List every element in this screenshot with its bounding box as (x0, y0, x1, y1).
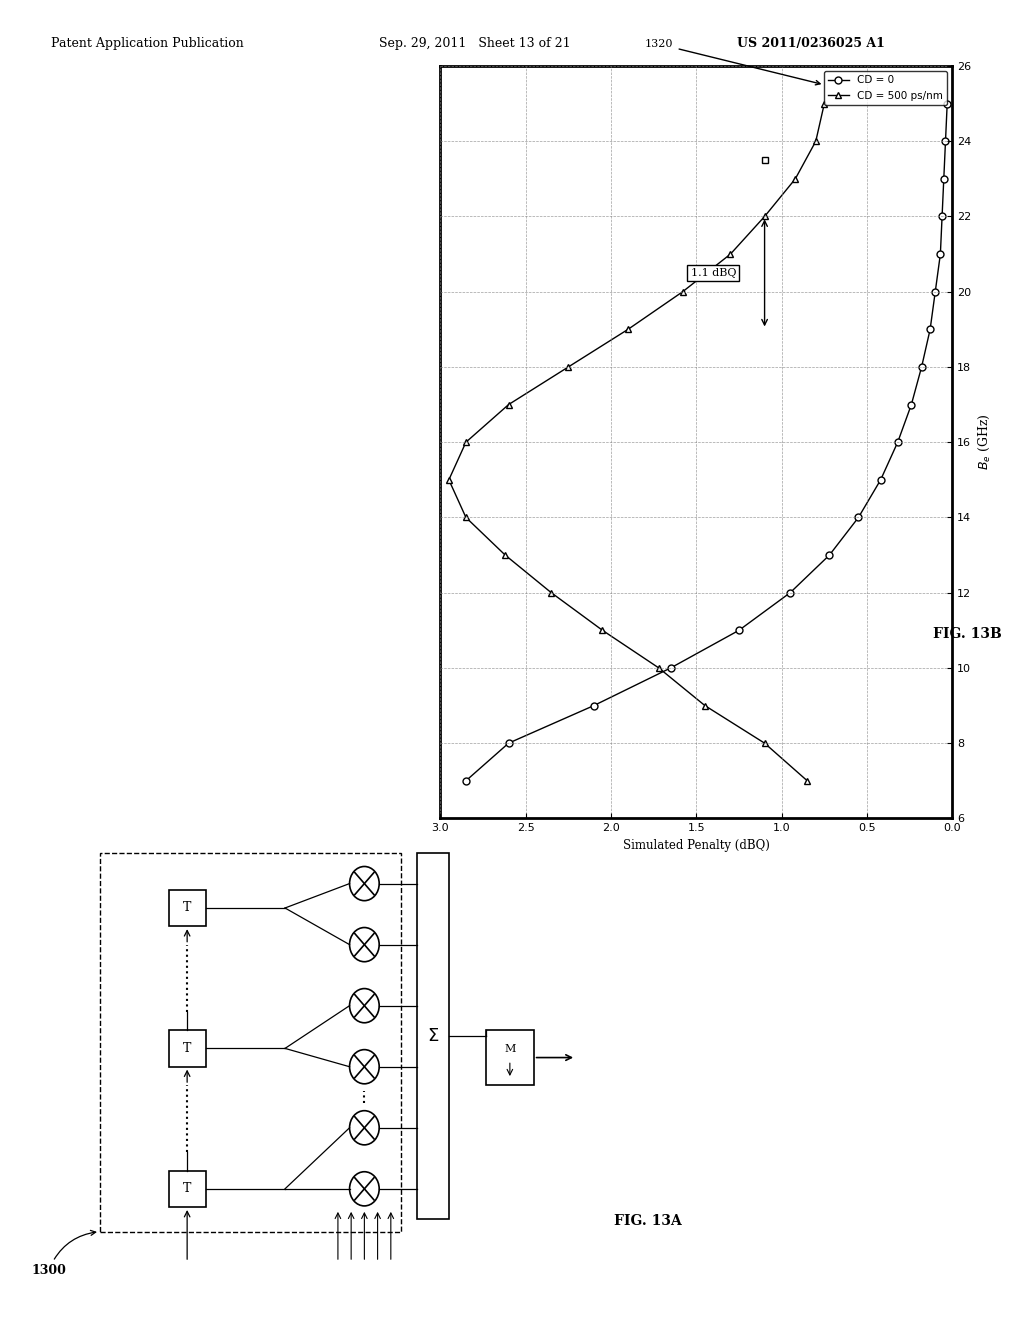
CD = 0 (460, 772, 472, 788)
CD = 500 ps/nm (677, 284, 689, 300)
CD = 0 (665, 660, 677, 676)
Text: Patent Application Publication: Patent Application Publication (51, 37, 244, 50)
CD = 500 ps/nm (596, 622, 608, 638)
Text: T: T (183, 1041, 191, 1055)
CD = 0 (503, 735, 515, 751)
CD = 500 ps/nm (652, 660, 665, 676)
CD = 0 (938, 172, 950, 187)
Text: FIG. 13B: FIG. 13B (933, 627, 1002, 640)
Text: 1320: 1320 (645, 40, 820, 84)
CD = 500 ps/nm (545, 585, 557, 601)
Bar (169, 890, 206, 927)
CD = 0 (939, 133, 951, 149)
Bar (169, 1171, 206, 1206)
Bar (418, 853, 449, 1220)
CD = 500 ps/nm (499, 548, 511, 564)
CD = 500 ps/nm (801, 772, 813, 788)
Line: CD = 0: CD = 0 (463, 100, 950, 784)
Text: T: T (183, 1183, 191, 1196)
CD = 0 (936, 209, 948, 224)
CD = 500 ps/nm (759, 735, 771, 751)
CD = 500 ps/nm (460, 510, 472, 525)
Text: 1.1 dBQ: 1.1 dBQ (690, 268, 736, 279)
Text: 1300: 1300 (31, 1230, 95, 1278)
Legend: CD = 0, CD = 500 ps/nm: CD = 0, CD = 500 ps/nm (823, 71, 947, 104)
CD = 500 ps/nm (724, 246, 736, 261)
Bar (100, 853, 401, 1232)
CD = 0 (784, 585, 797, 601)
Text: M: M (504, 1044, 515, 1055)
X-axis label: Simulated Penalty (dBQ): Simulated Penalty (dBQ) (623, 838, 770, 851)
CD = 500 ps/nm (503, 396, 515, 412)
CD = 0 (929, 284, 941, 300)
Bar (486, 1030, 534, 1085)
CD = 500 ps/nm (622, 322, 634, 338)
CD = 500 ps/nm (810, 133, 822, 149)
CD = 500 ps/nm (460, 434, 472, 450)
Text: T: T (183, 902, 191, 915)
CD = 500 ps/nm (698, 697, 711, 713)
Text: US 2011/0236025 A1: US 2011/0236025 A1 (737, 37, 885, 50)
CD = 500 ps/nm (818, 96, 830, 112)
CD = 500 ps/nm (442, 473, 455, 488)
Text: $\Sigma$: $\Sigma$ (427, 1027, 439, 1045)
Line: CD = 500 ps/nm: CD = 500 ps/nm (445, 100, 827, 784)
CD = 0 (934, 246, 946, 261)
CD = 500 ps/nm (562, 359, 574, 375)
CD = 500 ps/nm (759, 209, 771, 224)
CD = 500 ps/nm (790, 172, 802, 187)
CD = 0 (905, 396, 918, 412)
Y-axis label: $B_e$ (GHz): $B_e$ (GHz) (977, 414, 992, 470)
CD = 0 (588, 697, 600, 713)
Text: FIG. 13A: FIG. 13A (614, 1213, 682, 1228)
Bar (169, 1030, 206, 1067)
CD = 0 (915, 359, 928, 375)
CD = 0 (874, 473, 887, 488)
CD = 0 (941, 96, 953, 112)
CD = 0 (892, 434, 904, 450)
CD = 0 (924, 322, 936, 338)
CD = 0 (823, 548, 836, 564)
Text: Sep. 29, 2011   Sheet 13 of 21: Sep. 29, 2011 Sheet 13 of 21 (379, 37, 570, 50)
CD = 0 (852, 510, 864, 525)
CD = 0 (733, 622, 745, 638)
